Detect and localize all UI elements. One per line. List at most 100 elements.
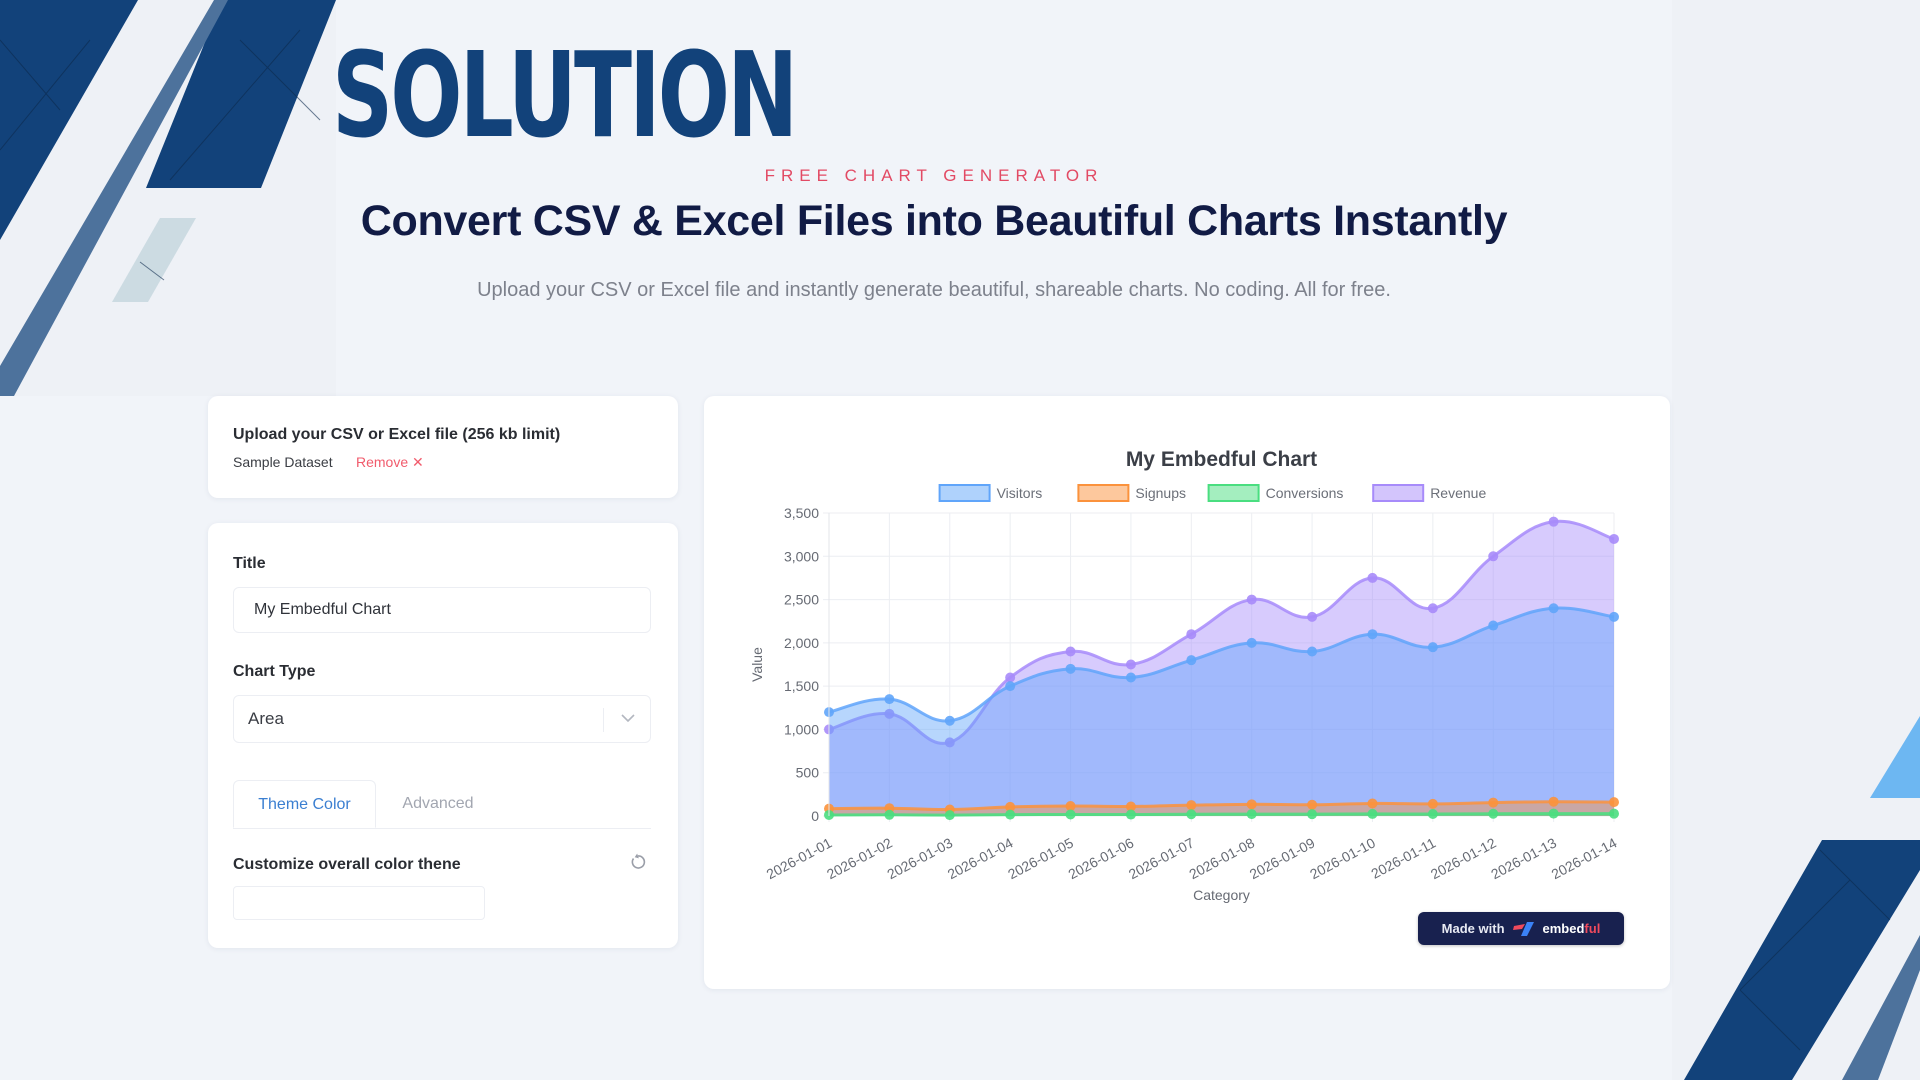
embedful-logo-icon bbox=[1512, 921, 1534, 936]
hero-subline: Upload your CSV or Excel file and instan… bbox=[477, 279, 1391, 301]
data-point bbox=[1246, 809, 1257, 820]
legend-label: Conversions bbox=[1266, 485, 1344, 501]
data-point bbox=[1488, 797, 1499, 808]
tab-theme-color[interactable]: Theme Color bbox=[233, 780, 376, 828]
data-point bbox=[1367, 798, 1378, 809]
data-point bbox=[1186, 809, 1197, 820]
data-point bbox=[1609, 611, 1619, 622]
made-with-badge[interactable]: Made with embedful bbox=[1418, 912, 1624, 945]
data-point bbox=[1367, 572, 1378, 583]
title-input[interactable] bbox=[233, 587, 651, 633]
data-point bbox=[1065, 663, 1076, 674]
title-label: Title bbox=[233, 555, 266, 572]
y-tick-label: 0 bbox=[811, 808, 819, 824]
legend-swatch bbox=[1077, 484, 1130, 502]
y-tick-label: 2,500 bbox=[784, 592, 819, 608]
legend-swatch bbox=[938, 484, 991, 502]
upload-card[interactable]: Upload your CSV or Excel file (256 kb li… bbox=[208, 396, 678, 498]
data-point bbox=[1609, 797, 1619, 808]
hero-headline: Convert CSV & Excel Files into Beautiful… bbox=[360, 197, 1508, 245]
data-point bbox=[1609, 808, 1619, 819]
data-point bbox=[1186, 655, 1197, 666]
data-point bbox=[1005, 809, 1016, 820]
data-point bbox=[944, 715, 955, 726]
x-tick-label: 2026-01-09 bbox=[1247, 834, 1318, 882]
legend-label: Revenue bbox=[1430, 485, 1486, 501]
data-point bbox=[1488, 808, 1499, 819]
series-line bbox=[828, 812, 1615, 817]
y-tick-label: 1,500 bbox=[784, 678, 819, 694]
data-point bbox=[1427, 603, 1438, 614]
upload-label: Upload your CSV or Excel file (256 kb li… bbox=[233, 426, 561, 443]
data-point bbox=[1307, 611, 1318, 622]
data-point bbox=[1307, 799, 1318, 810]
data-point bbox=[1246, 637, 1257, 648]
data-point bbox=[1065, 801, 1076, 812]
x-tick-label: 2026-01-12 bbox=[1428, 834, 1499, 882]
data-point bbox=[1246, 799, 1257, 810]
data-point bbox=[1005, 672, 1016, 683]
select-divider bbox=[603, 708, 604, 732]
data-point bbox=[1548, 796, 1559, 807]
area-fill bbox=[829, 608, 1614, 816]
data-point bbox=[1125, 809, 1136, 820]
x-tick-label: 2026-01-11 bbox=[1368, 834, 1438, 881]
theme-color-input[interactable] bbox=[233, 886, 485, 920]
settings-card: Title Chart Type Area Theme Color Advanc… bbox=[208, 523, 678, 948]
data-point bbox=[1125, 672, 1136, 683]
data-point bbox=[1367, 629, 1378, 640]
data-point bbox=[1548, 808, 1559, 819]
y-axis-label: Value bbox=[749, 647, 765, 682]
data-point bbox=[944, 737, 955, 748]
settings-tabs: Theme Color Advanced bbox=[233, 780, 651, 829]
made-with-label: Made with bbox=[1441, 921, 1505, 936]
data-point bbox=[1125, 801, 1136, 812]
data-point bbox=[1246, 594, 1257, 605]
data-point bbox=[1488, 551, 1499, 562]
x-tick-label: 2026-01-02 bbox=[824, 834, 895, 882]
x-tick-label: 2026-01-10 bbox=[1307, 834, 1378, 882]
chart-type-select[interactable]: Area bbox=[233, 695, 651, 743]
data-point bbox=[1307, 809, 1318, 820]
y-tick-label: 3,000 bbox=[784, 548, 819, 564]
data-point bbox=[884, 708, 895, 719]
x-tick-label: 2026-01-01 bbox=[764, 834, 835, 882]
data-point bbox=[1186, 800, 1197, 811]
chart-title: My Embedful Chart bbox=[1126, 448, 1317, 471]
x-tick-label: 2026-01-14 bbox=[1549, 834, 1620, 882]
y-tick-label: 2,000 bbox=[784, 635, 819, 651]
remove-file-button[interactable]: Remove ✕ bbox=[356, 454, 424, 470]
y-tick-label: 3,500 bbox=[784, 505, 819, 521]
series-line bbox=[828, 606, 1615, 723]
legend-swatch bbox=[1207, 484, 1260, 502]
chart-type-value: Area bbox=[248, 709, 284, 728]
y-tick-label: 500 bbox=[796, 765, 820, 781]
data-point bbox=[884, 809, 895, 820]
data-point bbox=[1367, 808, 1378, 819]
data-point bbox=[1427, 809, 1438, 820]
data-point bbox=[1186, 629, 1197, 640]
x-tick-label: 2026-01-04 bbox=[945, 834, 1016, 882]
hero-eyebrow: FREE CHART GENERATOR bbox=[764, 166, 1104, 185]
y-tick-label: 1,000 bbox=[784, 721, 819, 737]
tab-advanced[interactable]: Advanced bbox=[402, 795, 474, 812]
data-point bbox=[1548, 516, 1559, 527]
x-tick-label: 2026-01-05 bbox=[1005, 834, 1076, 882]
data-point bbox=[1488, 620, 1499, 631]
data-point bbox=[1125, 659, 1136, 670]
x-tick-label: 2026-01-03 bbox=[884, 834, 955, 882]
data-point bbox=[1005, 801, 1016, 812]
banner-title: SOLUTION bbox=[332, 26, 798, 164]
chart-type-label: Chart Type bbox=[233, 663, 316, 680]
legend-label: Signups bbox=[1135, 485, 1186, 501]
data-point bbox=[1427, 642, 1438, 653]
x-tick-label: 2026-01-13 bbox=[1488, 834, 1559, 882]
brand-name-accent: ful bbox=[1584, 921, 1601, 936]
x-tick-label: 2026-01-08 bbox=[1186, 834, 1257, 882]
x-axis-label: Category bbox=[1193, 887, 1250, 903]
reset-icon[interactable] bbox=[628, 852, 648, 872]
area-chart: My Embedful Chart Visitors Signups Conversi… bbox=[749, 448, 1620, 903]
legend-swatch bbox=[1372, 484, 1425, 502]
data-point bbox=[1005, 681, 1016, 692]
series-line bbox=[828, 519, 1615, 745]
